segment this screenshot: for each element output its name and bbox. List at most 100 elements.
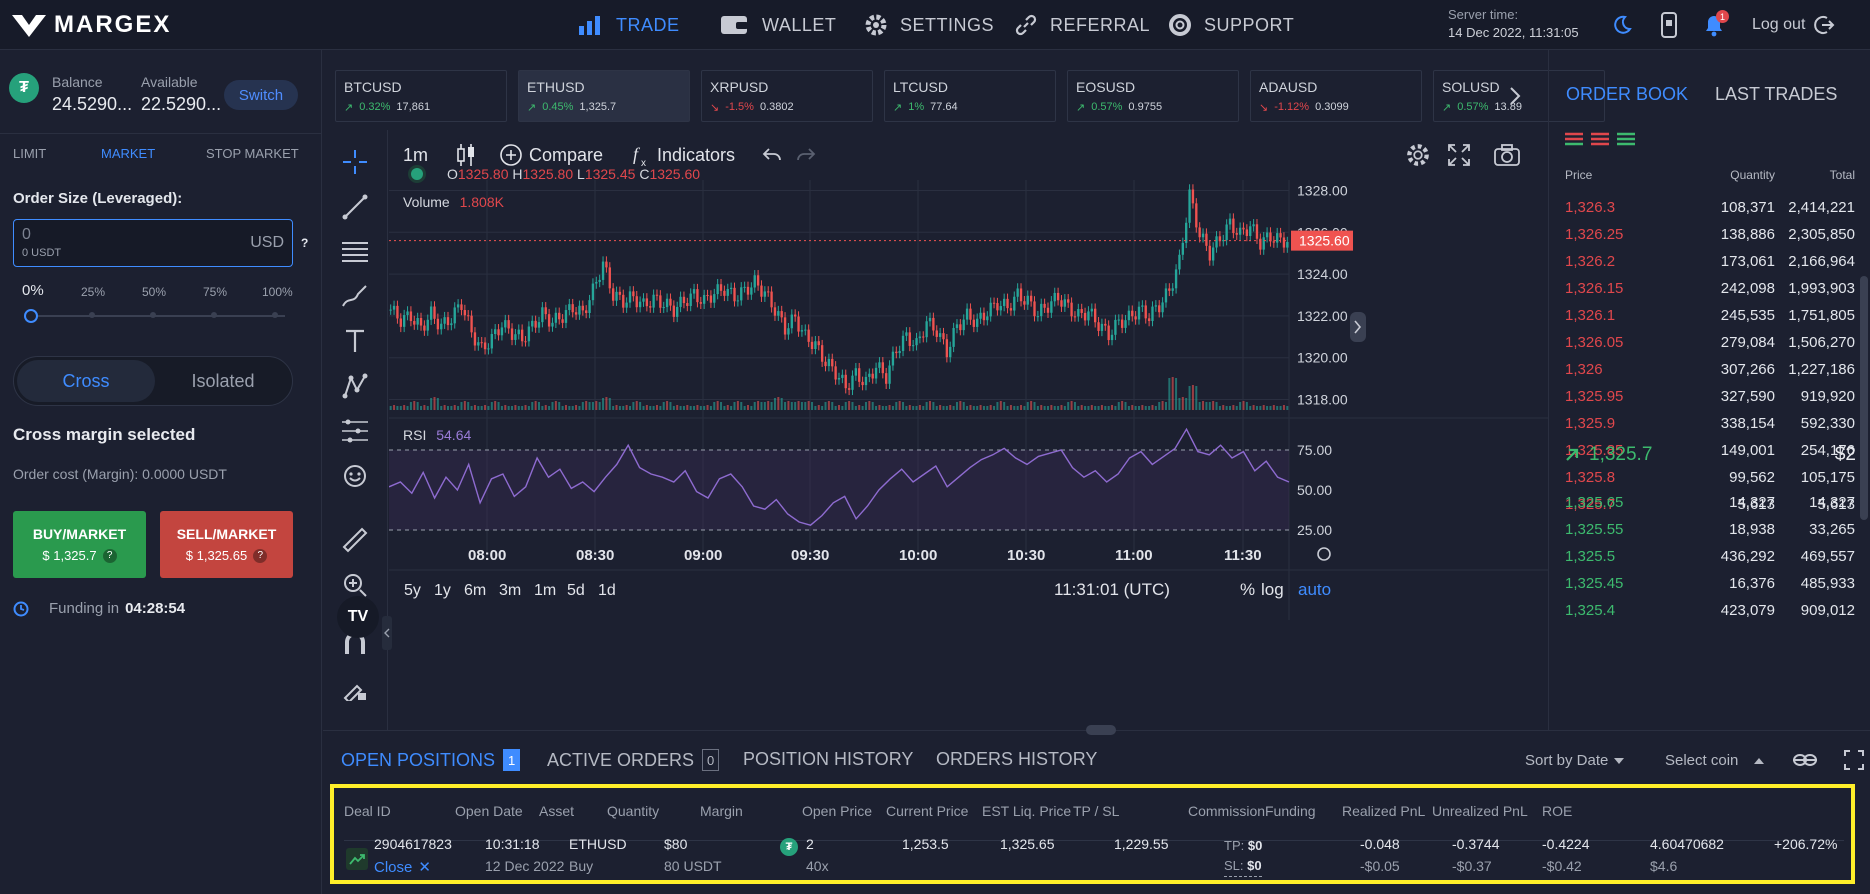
nav-wallet[interactable]: WALLET	[720, 0, 836, 50]
sell-help-icon[interactable]: ?	[253, 548, 268, 563]
nav-support[interactable]: SUPPORT	[1168, 0, 1294, 50]
nav-referral[interactable]: REFERRAL	[1014, 0, 1150, 50]
nav-settings[interactable]: SETTINGS	[864, 0, 994, 50]
screenshot-button[interactable]	[1493, 130, 1521, 180]
book-ask-row[interactable]: 1,326.3 108,371 2,414,221	[1565, 194, 1855, 221]
brush-tool[interactable]	[339, 280, 371, 312]
margex-logo[interactable]: MARGEX	[10, 8, 171, 42]
book-ask-row[interactable]: 1,326.15 242,098 1,993,903	[1565, 275, 1855, 302]
tab-last-trades[interactable]: LAST TRADES	[1715, 84, 1838, 104]
mobile-app-button[interactable]	[1654, 10, 1684, 40]
price-chart-svg[interactable]: 1328.001326.001324.001322.001320.001318.…	[389, 180, 1548, 730]
ticker-adausd[interactable]: ADAUSD ↘ -1.12% 0.3099	[1250, 70, 1422, 122]
toolbar-collapse-button[interactable]	[382, 616, 392, 650]
tab-active-orders[interactable]: ACTIVE ORDERS 0	[547, 749, 720, 771]
tab-open-positions[interactable]: OPEN POSITIONS 1	[341, 749, 521, 771]
undo-button[interactable]	[761, 130, 783, 180]
chart-settings-button[interactable]	[1405, 130, 1431, 180]
book-bid-row[interactable]: 1,325.5 436,292 469,557	[1565, 543, 1855, 570]
book-ask-row[interactable]: 1,326.2 173,061 2,166,964	[1565, 248, 1855, 275]
slider-mark-25[interactable]: 25%	[81, 285, 106, 299]
ticker-xrpusd[interactable]: XRPUSD ↘ -1.5% 0.3802	[701, 70, 873, 122]
expand-panel-button[interactable]	[1844, 750, 1864, 773]
fullscreen-button[interactable]	[1447, 130, 1471, 180]
sort-dropdown[interactable]: Sort by Date	[1525, 752, 1625, 769]
tab-orders-history[interactable]: ORDERS HISTORY	[936, 749, 1098, 769]
scale-log[interactable]: log	[1261, 580, 1284, 599]
close-position-button[interactable]: Close ✕	[374, 858, 431, 877]
logout-button[interactable]: Log out	[1752, 0, 1835, 50]
book-ask-row[interactable]: 1,326.25 138,886 2,305,850	[1565, 221, 1855, 248]
panel-resize-handle[interactable]	[1086, 725, 1116, 735]
book-bid-row[interactable]: 1,325.65 14,327 14,327	[1565, 489, 1855, 516]
tab-market[interactable]: MARKET	[101, 146, 156, 161]
scale-auto[interactable]: auto	[1298, 580, 1331, 599]
ticker-ethusd[interactable]: ETHUSD ↗ 0.45% 1,325.7	[518, 70, 690, 122]
book-ask-row[interactable]: 1,325.85 149,001 254,176	[1565, 437, 1855, 464]
emoji-tool[interactable]	[339, 460, 371, 492]
fib-tool[interactable]	[339, 236, 371, 268]
tab-stop-market[interactable]: STOP MARKET	[206, 146, 299, 161]
slider-mark-75[interactable]: 75%	[203, 285, 228, 299]
book-scrollbar[interactable]	[1860, 276, 1868, 520]
right-collapse-button[interactable]	[1350, 312, 1366, 342]
book-ask-row[interactable]: 1,325.95 327,590 919,920	[1565, 383, 1855, 410]
book-bids-icon[interactable]	[1617, 132, 1635, 146]
book-ask-row[interactable]: 1,326.1 245,535 1,751,805	[1565, 302, 1855, 329]
trendline-tool[interactable]	[339, 191, 371, 223]
tp-sl-cell[interactable]: TP: $0 SL: $0	[1224, 836, 1262, 877]
notifications-button[interactable]: 1	[1699, 10, 1729, 40]
book-bid-row[interactable]: 1,325.55 18,938 33,265	[1565, 516, 1855, 543]
book-bid-row[interactable]: 1,325.45 16,376 485,933	[1565, 570, 1855, 597]
book-ask-row[interactable]: 1,326 307,266 1,227,186	[1565, 356, 1855, 383]
book-ask-row[interactable]: 1,325.9 338,154 592,330	[1565, 410, 1855, 437]
measure-tool[interactable]	[339, 524, 371, 556]
range-1d[interactable]: 1d	[598, 582, 616, 599]
link-toggle-button[interactable]	[1793, 753, 1817, 770]
candle-type-button[interactable]	[455, 130, 477, 180]
ticker-ltcusd[interactable]: LTCUSD ↗ 1% 77.64	[884, 70, 1056, 122]
range-3m[interactable]: 3m	[499, 582, 521, 599]
buy-help-icon[interactable]: ?	[102, 548, 117, 563]
book-asks-icon[interactable]	[1591, 132, 1609, 146]
order-size-input[interactable]: 0 0 USDT USD	[13, 219, 293, 267]
coin-select[interactable]: Select coin	[1665, 752, 1765, 769]
ticker-eosusd[interactable]: EOSUSD ↗ 0.57% 0.9755	[1067, 70, 1239, 122]
size-slider-track[interactable]	[30, 315, 285, 317]
ticker-solusd[interactable]: SOLUSD ↗ 0.57% 13.89	[1433, 70, 1605, 122]
compare-button[interactable]: Compare	[499, 130, 603, 180]
tickers-next-button[interactable]	[1500, 80, 1530, 112]
cross-button[interactable]: Cross	[17, 360, 155, 402]
ticker-btcusd[interactable]: BTCUSD ↗ 0.32% 17,861	[335, 70, 507, 122]
book-bid-row[interactable]: 1,325.4 423,079 909,012	[1565, 597, 1855, 624]
tab-limit[interactable]: LIMIT	[13, 146, 47, 161]
text-tool[interactable]	[339, 325, 371, 357]
range-1y[interactable]: 1y	[434, 582, 451, 599]
crosshair-tool[interactable]	[339, 146, 371, 178]
pattern-tool[interactable]	[339, 370, 371, 402]
order-size-help-icon[interactable]: ?	[301, 236, 309, 250]
book-ask-row[interactable]: 1,325.7 5,613 5,613	[1565, 491, 1855, 518]
isolated-button[interactable]: Isolated	[191, 370, 255, 391]
book-both-icon[interactable]	[1565, 132, 1583, 146]
range-1m[interactable]: 1m	[534, 582, 556, 599]
redo-button[interactable]	[795, 130, 817, 180]
book-ask-row[interactable]: 1,326.05 279,084 1,506,270	[1565, 329, 1855, 356]
time-axis-settings-icon[interactable]	[1317, 547, 1331, 561]
size-slider-handle[interactable]	[24, 309, 38, 323]
tradingview-logo[interactable]: TV	[337, 596, 379, 638]
buy-market-button[interactable]: BUY/MARKET $ 1,325.7?	[13, 511, 146, 578]
slider-mark-100[interactable]: 100%	[262, 285, 293, 299]
slider-mark-50[interactable]: 50%	[142, 285, 167, 299]
range-6m[interactable]: 6m	[464, 582, 486, 599]
switch-button[interactable]: Switch	[224, 80, 298, 110]
scale-percent[interactable]: %	[1240, 580, 1255, 599]
book-ask-row[interactable]: 1,325.8 99,562 105,175	[1565, 464, 1855, 491]
sell-market-button[interactable]: SELL/MARKET $ 1,325.65?	[160, 511, 293, 578]
prediction-tool[interactable]	[339, 415, 371, 447]
zoom-tool[interactable]	[339, 569, 371, 601]
interval-selector[interactable]: 1m	[403, 144, 429, 165]
range-5y[interactable]: 5y	[404, 582, 421, 599]
tab-position-history[interactable]: POSITION HISTORY	[743, 749, 914, 769]
